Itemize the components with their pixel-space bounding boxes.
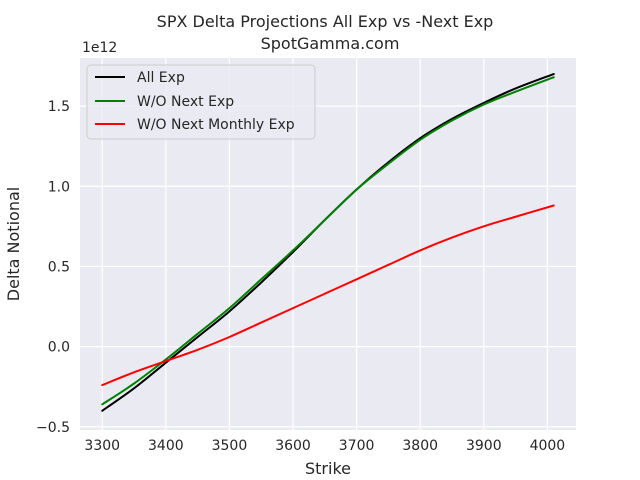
y-axis-label: Delta Notional — [4, 187, 23, 301]
x-tick-label-3400: 3400 — [148, 438, 184, 454]
chart-subtitle: SpotGamma.com — [261, 34, 400, 53]
x-tick-label-3500: 3500 — [212, 438, 248, 454]
x-tick-label-4000: 4000 — [530, 438, 566, 454]
series-lines — [101, 73, 555, 412]
legend: All Exp W/O Next Exp W/O Next Monthly Ex… — [86, 64, 316, 140]
x-tick-labels: 3300 3400 3500 3600 3700 3800 3900 4000 — [84, 438, 565, 454]
series-line-w-o-next-monthly-exp — [101, 204, 555, 387]
y-tick-label-4: 1.5 — [48, 99, 70, 115]
y-tick-label-1: 0.0 — [48, 340, 70, 356]
x-tick-label-3300: 3300 — [84, 438, 120, 454]
series-line-w-o-next-exp — [101, 76, 555, 406]
x-axis-label: Strike — [305, 459, 351, 478]
y-tick-labels: −0.5 0.0 0.5 1.0 1.5 — [36, 99, 70, 436]
legend-label-wo-next-monthly-exp: W/O Next Monthly Exp — [137, 117, 295, 133]
y-tick-label-3: 1.0 — [48, 179, 70, 195]
x-tick-label-3700: 3700 — [339, 438, 375, 454]
x-tick-label-3600: 3600 — [275, 438, 311, 454]
legend-label-all-exp: All Exp — [137, 70, 185, 86]
chart-title: SPX Delta Projections All Exp vs -Next E… — [157, 12, 494, 31]
x-tick-label-3800: 3800 — [402, 438, 438, 454]
legend-label-wo-next-exp: W/O Next Exp — [137, 94, 234, 110]
x-tick-label-3900: 3900 — [466, 438, 502, 454]
y-tick-label-2: 0.5 — [48, 259, 70, 275]
y-tick-label-0: −0.5 — [36, 420, 70, 436]
y-offset-text: 1e12 — [82, 40, 117, 56]
legend-frame — [86, 64, 316, 140]
